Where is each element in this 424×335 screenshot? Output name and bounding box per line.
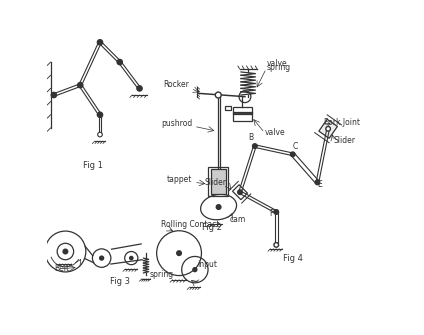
Text: Slider: Slider (334, 136, 356, 145)
Circle shape (238, 190, 242, 195)
Text: Fig 2: Fig 2 (202, 223, 222, 232)
Text: Belt: Belt (54, 264, 69, 273)
Text: Fig 1: Fig 1 (84, 160, 103, 170)
Text: Fork Joint: Fork Joint (324, 118, 360, 127)
Polygon shape (319, 119, 338, 138)
Text: Fig 3: Fig 3 (110, 277, 130, 286)
Bar (234, 112, 251, 114)
Text: F: F (269, 209, 273, 218)
Text: Rocker: Rocker (163, 80, 189, 89)
Text: pushrod: pushrod (161, 119, 192, 128)
Bar (225, 106, 231, 110)
Bar (208, 166, 228, 197)
Text: C: C (293, 142, 298, 151)
Circle shape (274, 210, 279, 214)
Circle shape (98, 40, 103, 45)
Text: tappet: tappet (167, 175, 192, 184)
Text: Rolling Contact: Rolling Contact (161, 220, 219, 229)
Text: spring: spring (266, 63, 290, 72)
Circle shape (326, 127, 330, 131)
Circle shape (117, 59, 123, 65)
Circle shape (215, 92, 221, 98)
Bar (211, 169, 226, 194)
Circle shape (290, 152, 295, 157)
Circle shape (130, 257, 133, 260)
Circle shape (315, 180, 320, 185)
Text: Slider: Slider (205, 178, 227, 187)
Circle shape (274, 243, 279, 247)
Text: cam: cam (230, 215, 246, 224)
Text: valve: valve (266, 59, 287, 68)
Circle shape (98, 112, 103, 118)
Text: B: B (248, 133, 254, 142)
Circle shape (100, 256, 103, 260)
Text: input: input (197, 260, 217, 269)
Circle shape (177, 251, 181, 256)
Text: valve: valve (265, 128, 285, 137)
Circle shape (193, 268, 197, 272)
Circle shape (78, 82, 83, 88)
Circle shape (137, 86, 142, 91)
Circle shape (216, 205, 221, 209)
Circle shape (63, 249, 68, 254)
Text: spring: spring (150, 270, 174, 279)
Circle shape (253, 144, 257, 148)
Circle shape (51, 92, 56, 98)
Bar (234, 107, 251, 121)
Text: Fig 4: Fig 4 (283, 254, 303, 263)
Circle shape (98, 132, 102, 137)
Text: E: E (318, 180, 322, 189)
